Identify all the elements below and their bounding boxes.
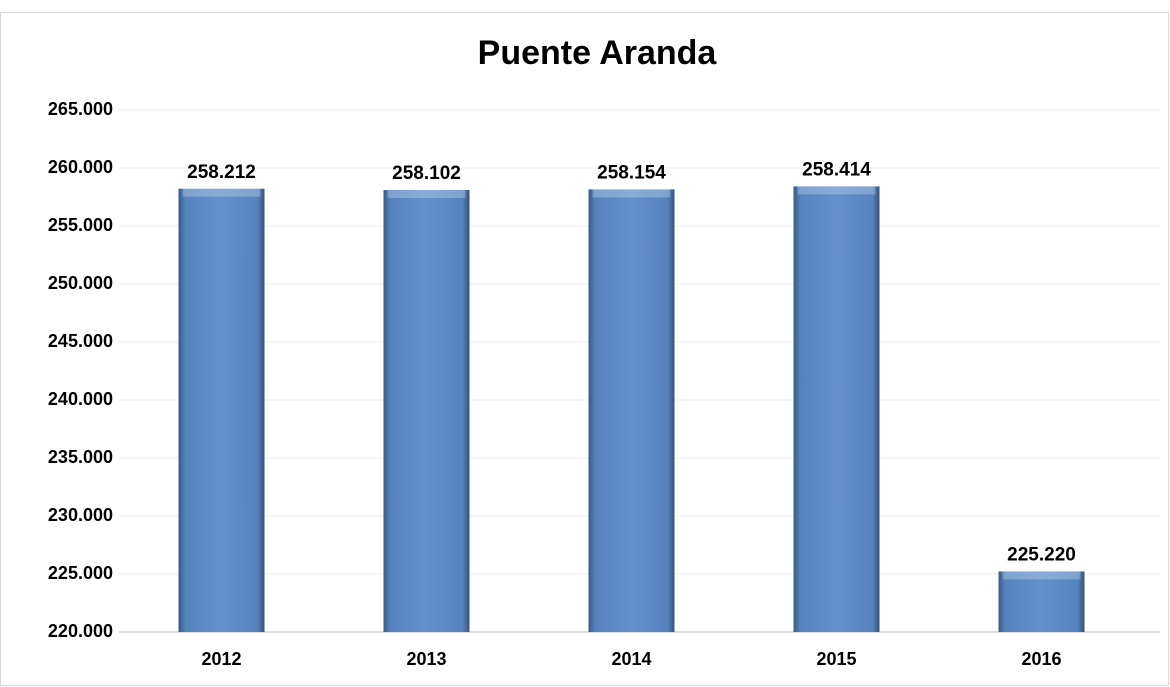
- bar-bevel-top: [387, 190, 466, 199]
- bar-shading: [998, 571, 1085, 632]
- bar-bevel-top: [797, 186, 876, 195]
- bar-shading: [793, 186, 880, 633]
- x-tick-label: 2013: [406, 649, 446, 669]
- y-tick-label: 255.000: [48, 215, 113, 235]
- y-tick-label: 225.000: [48, 563, 113, 583]
- value-label: 258.102: [392, 163, 461, 184]
- bar-shading: [178, 188, 265, 633]
- bar-bevel-top: [182, 188, 261, 197]
- bar-shading: [588, 189, 675, 632]
- bar-shading: [383, 190, 470, 633]
- y-tick-label: 260.000: [48, 157, 113, 177]
- value-label: 258.154: [597, 162, 666, 183]
- chart-title: Puente Aranda: [478, 34, 718, 72]
- y-tick-label: 235.000: [48, 447, 113, 467]
- chart-border: [0, 12, 1169, 686]
- y-tick-label: 265.000: [48, 99, 113, 119]
- y-tick-label: 250.000: [48, 273, 113, 293]
- x-tick-label: 2015: [816, 649, 856, 669]
- y-tick-label: 230.000: [48, 505, 113, 525]
- x-tick-label: 2012: [201, 649, 241, 669]
- y-tick-label: 220.000: [48, 621, 113, 641]
- y-tick-label: 245.000: [48, 331, 113, 351]
- value-label: 258.212: [187, 162, 256, 183]
- x-tick-label: 2016: [1021, 649, 1061, 669]
- y-tick-label: 240.000: [48, 389, 113, 409]
- value-label: 225.220: [1007, 544, 1076, 565]
- bar-bevel-top: [1002, 571, 1081, 580]
- x-tick-label: 2014: [611, 649, 651, 669]
- value-label: 258.414: [802, 159, 871, 180]
- bar-bevel-top: [592, 189, 671, 198]
